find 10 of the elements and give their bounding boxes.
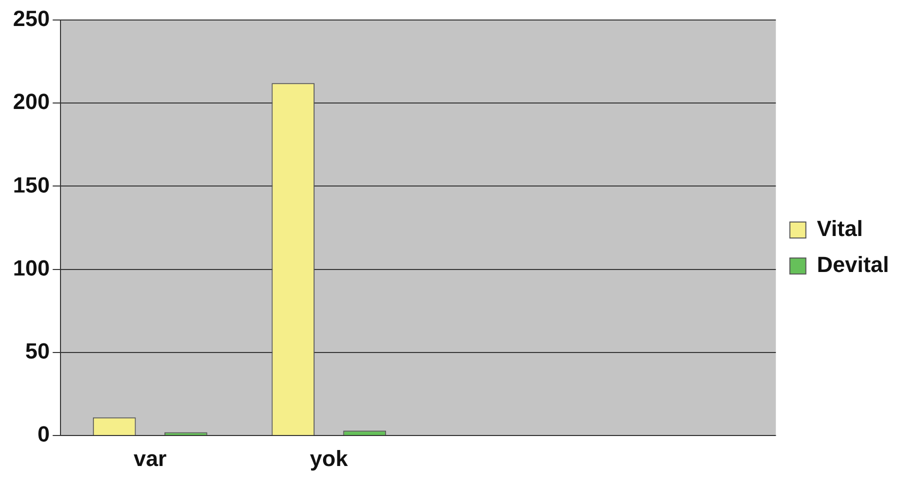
y-tick-label: 0 [37, 422, 50, 447]
y-tick-label: 250 [12, 6, 50, 32]
x-tick-label: var [134, 446, 168, 471]
legend-label: Devital [816, 252, 890, 278]
x-tick-label: yok [310, 446, 349, 471]
legend-label: Vital [816, 216, 863, 242]
y-tick-label: 100 [12, 255, 50, 280]
y-tick-label: 50 [25, 338, 50, 364]
y-tick-label: 150 [12, 172, 50, 198]
y-tick-label: 200 [12, 89, 50, 114]
